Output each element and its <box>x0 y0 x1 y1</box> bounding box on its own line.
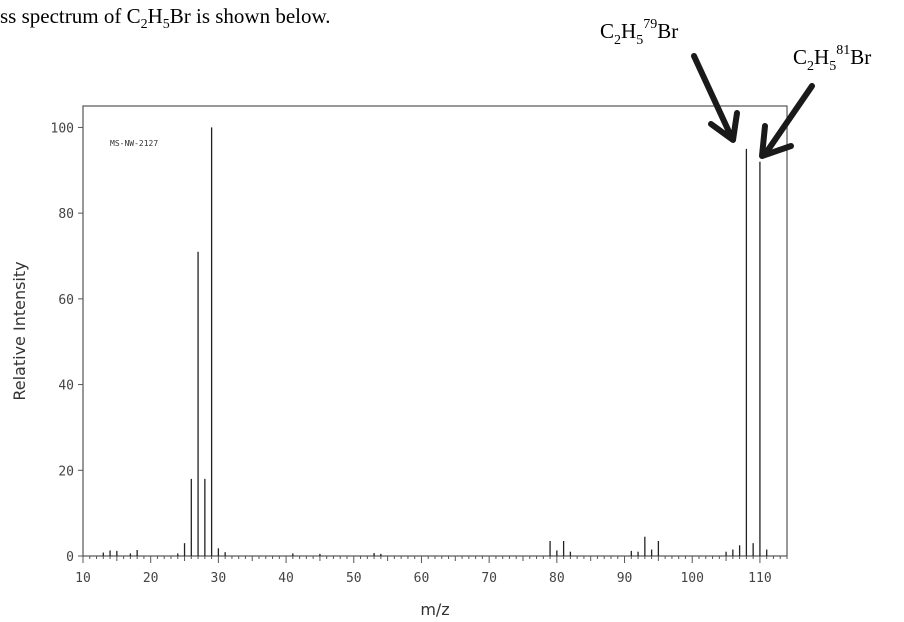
x-tick-label: 70 <box>481 571 497 586</box>
y-tick-label: 20 <box>58 464 74 479</box>
x-tick-label: 20 <box>143 571 159 586</box>
x-tick-label: 90 <box>617 571 633 586</box>
annotation-c2h5-81br: C2H581Br <box>793 43 871 74</box>
x-tick-label: 60 <box>414 571 430 586</box>
x-tick-label: 110 <box>748 571 771 586</box>
arrow-79br <box>691 53 740 143</box>
inner-label: MS-NW-2127 <box>110 139 158 148</box>
y-tick-label: 0 <box>66 550 74 565</box>
y-axis-label: Relative Intensity <box>10 261 29 400</box>
y-tick-label: 40 <box>58 379 74 394</box>
x-tick-label: 10 <box>75 571 91 586</box>
x-tick-label: 40 <box>278 571 294 586</box>
header-text: ss spectrum of C2H5Br is shown below. <box>0 4 331 33</box>
arrow-81br <box>759 83 815 159</box>
x-tick-label: 30 <box>211 571 227 586</box>
x-axis-label: m/z <box>420 600 449 619</box>
y-tick-label: 80 <box>58 207 74 222</box>
y-tick-label: 60 <box>58 293 74 308</box>
y-tick-label: 100 <box>51 121 74 136</box>
annotation-c2h5-79br: C2H579Br <box>600 17 678 48</box>
x-tick-label: 80 <box>549 571 565 586</box>
x-tick-label: 100 <box>680 571 703 586</box>
x-tick-label: 50 <box>346 571 362 586</box>
plot-frame <box>82 105 788 557</box>
